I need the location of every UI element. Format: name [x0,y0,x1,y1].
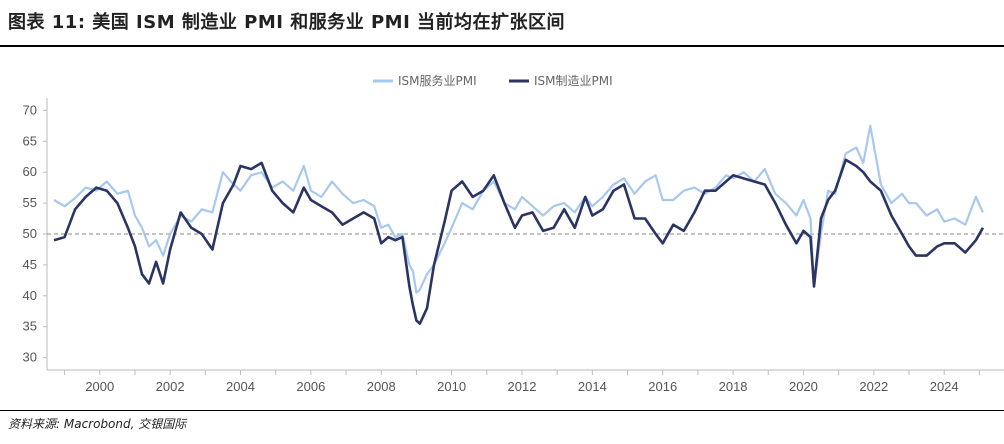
x-tick-label: 2012 [508,379,537,394]
title-rule [0,45,1004,47]
chart-title: 图表 11: 美国 ISM 制造业 PMI 和服务业 PMI 当前均在扩张区间 [8,12,566,33]
x-tick-label: 2010 [437,379,466,394]
x-tick-label: 2014 [578,379,607,394]
x-axis: 2000 2002 2004 2006 2008 2010 2012 2014 2016 2018… [47,369,1004,394]
y-tick-label: 30 [23,350,37,365]
y-tick-label: 70 [23,102,37,117]
line-chart: ISM服务业PMI ISM制造业PMI 30 35 40 45 50 55 60 65 70 2… [23,73,1004,394]
x-tick-label: 2022 [859,379,888,394]
x-tick-label: 2020 [789,379,818,394]
y-tick-label: 50 [23,226,37,241]
legend-label-services: ISM服务业PMI [398,73,477,88]
y-tick-label: 40 [23,288,37,303]
legend-label-manufacturing: ISM制造业PMI [534,74,613,88]
series-lines [53,124,985,325]
x-tick-label: 2002 [156,379,185,394]
x-tick-label: 2004 [226,379,255,394]
x-tick-label: 2018 [719,379,748,394]
y-tick-label: 35 [23,319,37,334]
series-line-manufacturing [53,158,985,325]
x-tick-label: 2006 [296,379,325,394]
y-tick-label: 45 [23,257,37,272]
series-line-services [53,124,984,294]
legend: ISM服务业PMI ISM制造业PMI [373,73,613,88]
x-tick-label: 2016 [648,379,677,394]
x-tick-label: 2024 [930,379,959,394]
x-tick-label: 2008 [367,379,396,394]
y-tick-label: 55 [23,195,37,210]
x-tick-label: 2000 [85,379,114,394]
source-note: 资料来源: Macrobond, 交银国际 [8,417,187,431]
y-axis: 30 35 40 45 50 55 60 65 70 [23,98,48,370]
footer-rule [0,410,1004,411]
y-tick-label: 65 [23,133,37,148]
y-tick-label: 60 [23,164,37,179]
